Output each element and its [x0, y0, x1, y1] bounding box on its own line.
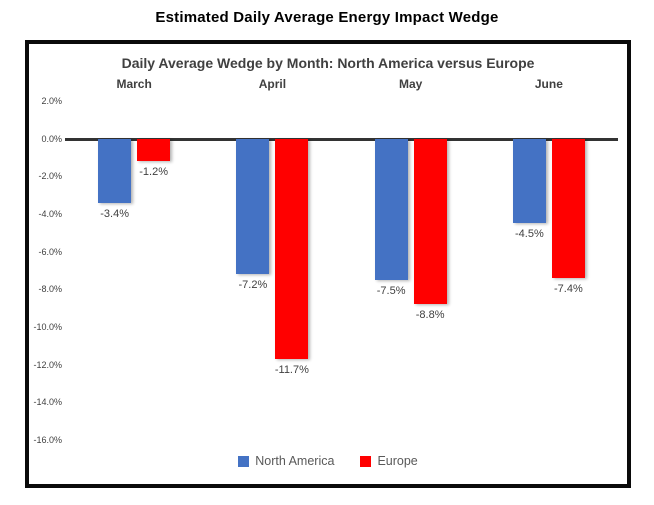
- bar-north-america-june: [512, 138, 546, 224]
- y-tick-label: -10.0%: [33, 322, 62, 332]
- chart-title: Daily Average Wedge by Month: North Amer…: [121, 55, 535, 71]
- bar-north-america-march: [98, 138, 132, 203]
- zero-axis-line: [65, 137, 618, 141]
- bar-europe-may: [413, 138, 447, 305]
- chart-frame: Daily Average Wedge by Month: North Amer…: [25, 40, 631, 488]
- legend-item-north-america: North America: [238, 454, 334, 468]
- data-label-north-america-june: -4.5%: [515, 228, 544, 241]
- y-tick-label: -14.0%: [33, 397, 62, 408]
- category-label-may: May: [398, 77, 423, 91]
- category-label-march: March: [116, 77, 152, 91]
- category-label-april: April: [258, 77, 287, 91]
- category-axis: March April May June: [65, 77, 618, 93]
- legend-label-north-america: North America: [255, 454, 335, 468]
- legend-label-europe: Europe: [377, 454, 418, 468]
- bar-europe-april: [275, 138, 309, 359]
- legend-swatch-north-america: [238, 455, 250, 467]
- bar-europe-june: [551, 138, 585, 279]
- y-tick-label: -6.0%: [38, 246, 62, 257]
- plot-area: -3.4% -7.2% -7.5% -4.5% -1.2% -11.7% -8.8% -7.4…: [65, 101, 618, 440]
- y-tick-label: 2.0%: [41, 96, 62, 106]
- legend-item-europe: Europe: [360, 454, 418, 468]
- data-label-north-america-may: -7.5%: [376, 284, 406, 297]
- bar-north-america-april: [236, 138, 270, 275]
- y-tick-label: -12.0%: [33, 359, 62, 370]
- page-title: Estimated Daily Average Energy Impact We…: [155, 9, 499, 26]
- bar-europe-march: [137, 138, 171, 162]
- data-label-europe-march: -1.2%: [139, 166, 168, 179]
- bar-north-america-may: [374, 138, 408, 280]
- y-tick-label: 0.0%: [41, 133, 62, 144]
- y-axis: 2.0% 0.0% -2.0% -4.0% -6.0% -8.0% -10.0% -12.0%…: [29, 96, 62, 445]
- y-tick-label: -2.0%: [38, 171, 62, 182]
- y-tick-label: -4.0%: [38, 209, 62, 219]
- data-label-europe-april: -11.7%: [274, 364, 309, 377]
- legend: North America Europe: [29, 452, 627, 470]
- y-tick-label: -16.0%: [33, 435, 62, 445]
- data-label-north-america-april: -7.2%: [238, 279, 268, 292]
- category-label-june: June: [534, 77, 563, 91]
- data-label-europe-june: -7.4%: [554, 283, 583, 296]
- legend-swatch-europe: [360, 455, 372, 467]
- data-label-europe-may: -8.8%: [415, 309, 445, 322]
- data-label-north-america-march: -3.4%: [100, 207, 129, 220]
- y-tick-label: -8.0%: [38, 284, 62, 295]
